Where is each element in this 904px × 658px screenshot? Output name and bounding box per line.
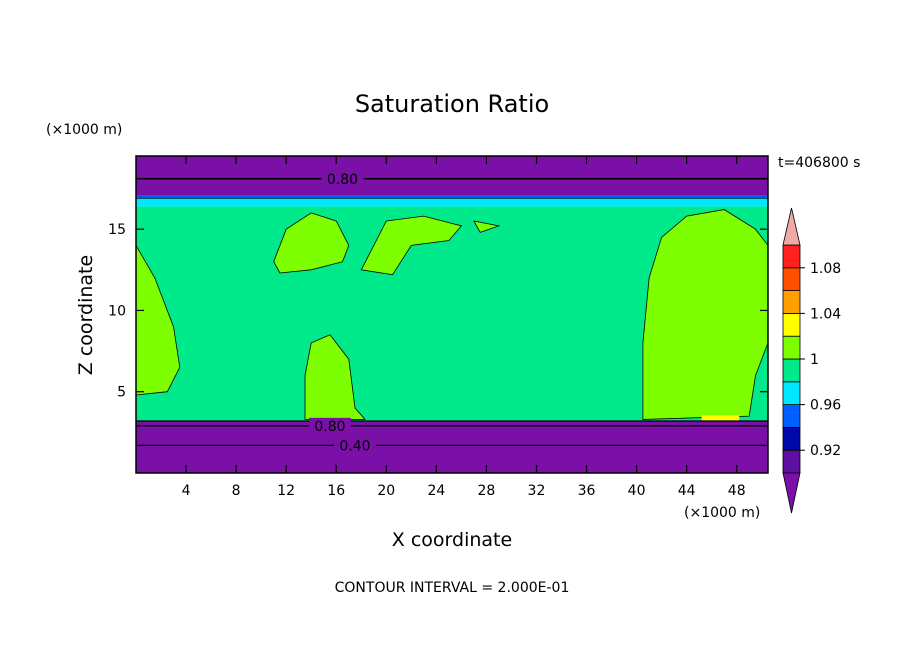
y-tick-label-2: 15: [108, 222, 126, 238]
colorbar-segment-2: [782, 404, 801, 428]
contour-label-0: 0.80: [327, 172, 358, 188]
supersaturated-region-1: [273, 212, 350, 274]
x-tick-label-4: 20: [377, 483, 395, 499]
x-tick-label-5: 24: [427, 483, 445, 499]
colorbar: 0.92 0.96 1 1.04 1.08: [782, 207, 841, 514]
colorbar-segment-4: [782, 358, 801, 383]
colorbar-below-arrow: [782, 472, 801, 514]
x-axis-unit: (×1000 m): [684, 505, 760, 521]
contour-label-bg-1: [308, 417, 351, 434]
y-axis-label: Z coordinate: [75, 255, 97, 375]
y-tick-label-1: 10: [108, 303, 126, 319]
contour-band-0: [136, 420, 768, 473]
colorbar-segment-0: [782, 449, 801, 474]
contour-band-2: [136, 198, 768, 207]
supersaturated-region-4: [304, 334, 366, 420]
x-tick-label-1: 8: [232, 483, 241, 499]
y-tick-label-0: 5: [117, 385, 126, 401]
colorbar-segment-7: [782, 290, 801, 314]
colorbar-segment-8: [782, 267, 801, 291]
x-tick-label-9: 40: [628, 483, 646, 499]
contour-band-3: [136, 195, 768, 199]
contour-label-bg-0: [321, 170, 364, 187]
contour-label-bg-2: [334, 437, 377, 454]
colorbar-segment-9: [782, 244, 801, 269]
x-axis-label: X coordinate: [392, 529, 512, 551]
supersaturated-region-3: [473, 220, 501, 233]
x-tick-label-10: 44: [678, 483, 696, 499]
supersaturated-region-0: [136, 244, 181, 396]
chart-title: Saturation Ratio: [355, 90, 549, 118]
colorbar-segment-6: [782, 312, 801, 337]
plot-frame: [135, 155, 769, 474]
x-tick-label-7: 32: [528, 483, 546, 499]
plot-area: 0.80 0.80 0.40: [136, 156, 768, 473]
contour-label-1: 0.80: [314, 419, 345, 435]
colorbar-tick-label-4: 1.08: [810, 261, 841, 277]
y-axis-unit: (×1000 m): [46, 122, 122, 138]
contour-interval-note: CONTOUR INTERVAL = 2.000E-01: [335, 580, 570, 596]
contour-band-4: [136, 156, 768, 196]
supersaturated-region-5: [642, 209, 768, 420]
x-tick-label-8: 36: [578, 483, 596, 499]
colorbar-segment-5: [782, 335, 801, 360]
colorbar-tick-label-0: 0.92: [810, 443, 841, 459]
colorbar-segment-1: [782, 426, 801, 451]
x-tick-label-3: 16: [327, 483, 345, 499]
colorbar-tick-label-3: 1.04: [810, 306, 841, 322]
colorbar-segment-3: [782, 381, 801, 405]
x-tick-label-6: 28: [478, 483, 496, 499]
contour-label-2: 0.40: [339, 438, 370, 454]
colorbar-tick-label-2: 1: [810, 352, 819, 368]
supersaturated-region-2: [360, 215, 463, 276]
colorbar-above-arrow: [782, 207, 801, 246]
time-label: t=406800 s: [778, 155, 860, 171]
x-tick-label-0: 4: [182, 483, 191, 499]
x-tick-label-2: 12: [277, 483, 295, 499]
colorbar-tick-label-1: 0.96: [810, 398, 841, 414]
hot-spot: [701, 415, 740, 421]
x-tick-label-11: 48: [728, 483, 746, 499]
